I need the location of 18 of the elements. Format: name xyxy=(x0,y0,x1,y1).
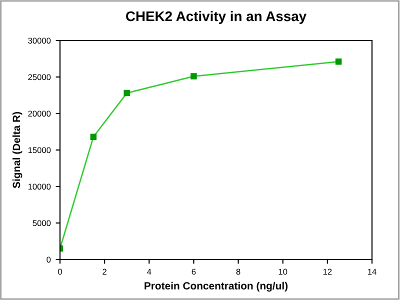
y-tick-label: 0 xyxy=(46,256,51,263)
y-tick-label: 30000 xyxy=(28,38,51,44)
x-tick-label: 10 xyxy=(278,268,288,275)
y-axis-title: Signal (Delta R) xyxy=(12,112,22,188)
x-tick-label: 4 xyxy=(147,268,152,275)
x-axis-title: Protein Concentration (ng/ul) xyxy=(144,282,288,292)
x-tick-label: 12 xyxy=(323,268,332,275)
y-tick-label: 10000 xyxy=(28,184,51,190)
y-tick-label: 25000 xyxy=(28,74,51,80)
x-tick-label: 2 xyxy=(102,268,106,275)
chart-title: CHEK2 Activity in an Assay xyxy=(126,10,306,24)
y-tick-label: 15000 xyxy=(28,147,51,154)
x-tick-label: 6 xyxy=(192,268,196,275)
x-tick-label: 8 xyxy=(236,268,240,275)
y-tick-label: 5000 xyxy=(32,220,51,226)
x-tick-label: 14 xyxy=(368,268,376,275)
x-tick-label: 0 xyxy=(58,268,62,275)
y-tick-label: 20000 xyxy=(28,110,51,117)
